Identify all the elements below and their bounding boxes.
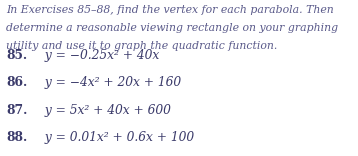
- Text: y = 5x² + 40x + 600: y = 5x² + 40x + 600: [41, 104, 171, 117]
- Text: 86.: 86.: [6, 76, 28, 89]
- Text: y = −4x² + 20x + 160: y = −4x² + 20x + 160: [41, 76, 181, 89]
- Text: 85.: 85.: [6, 49, 28, 62]
- Text: 87.: 87.: [6, 104, 28, 117]
- Text: y = −0.25x² + 40x: y = −0.25x² + 40x: [41, 49, 159, 62]
- Text: determine a reasonable viewing rectangle on your graphing: determine a reasonable viewing rectangle…: [6, 23, 339, 33]
- Text: y = 0.01x² + 0.6x + 100: y = 0.01x² + 0.6x + 100: [41, 131, 194, 144]
- Text: utility and use it to graph the quadratic function.: utility and use it to graph the quadrati…: [6, 41, 278, 51]
- Text: 88.: 88.: [6, 131, 28, 144]
- Text: In Exercises 85–88, find the vertex for each parabola. Then: In Exercises 85–88, find the vertex for …: [6, 5, 334, 15]
